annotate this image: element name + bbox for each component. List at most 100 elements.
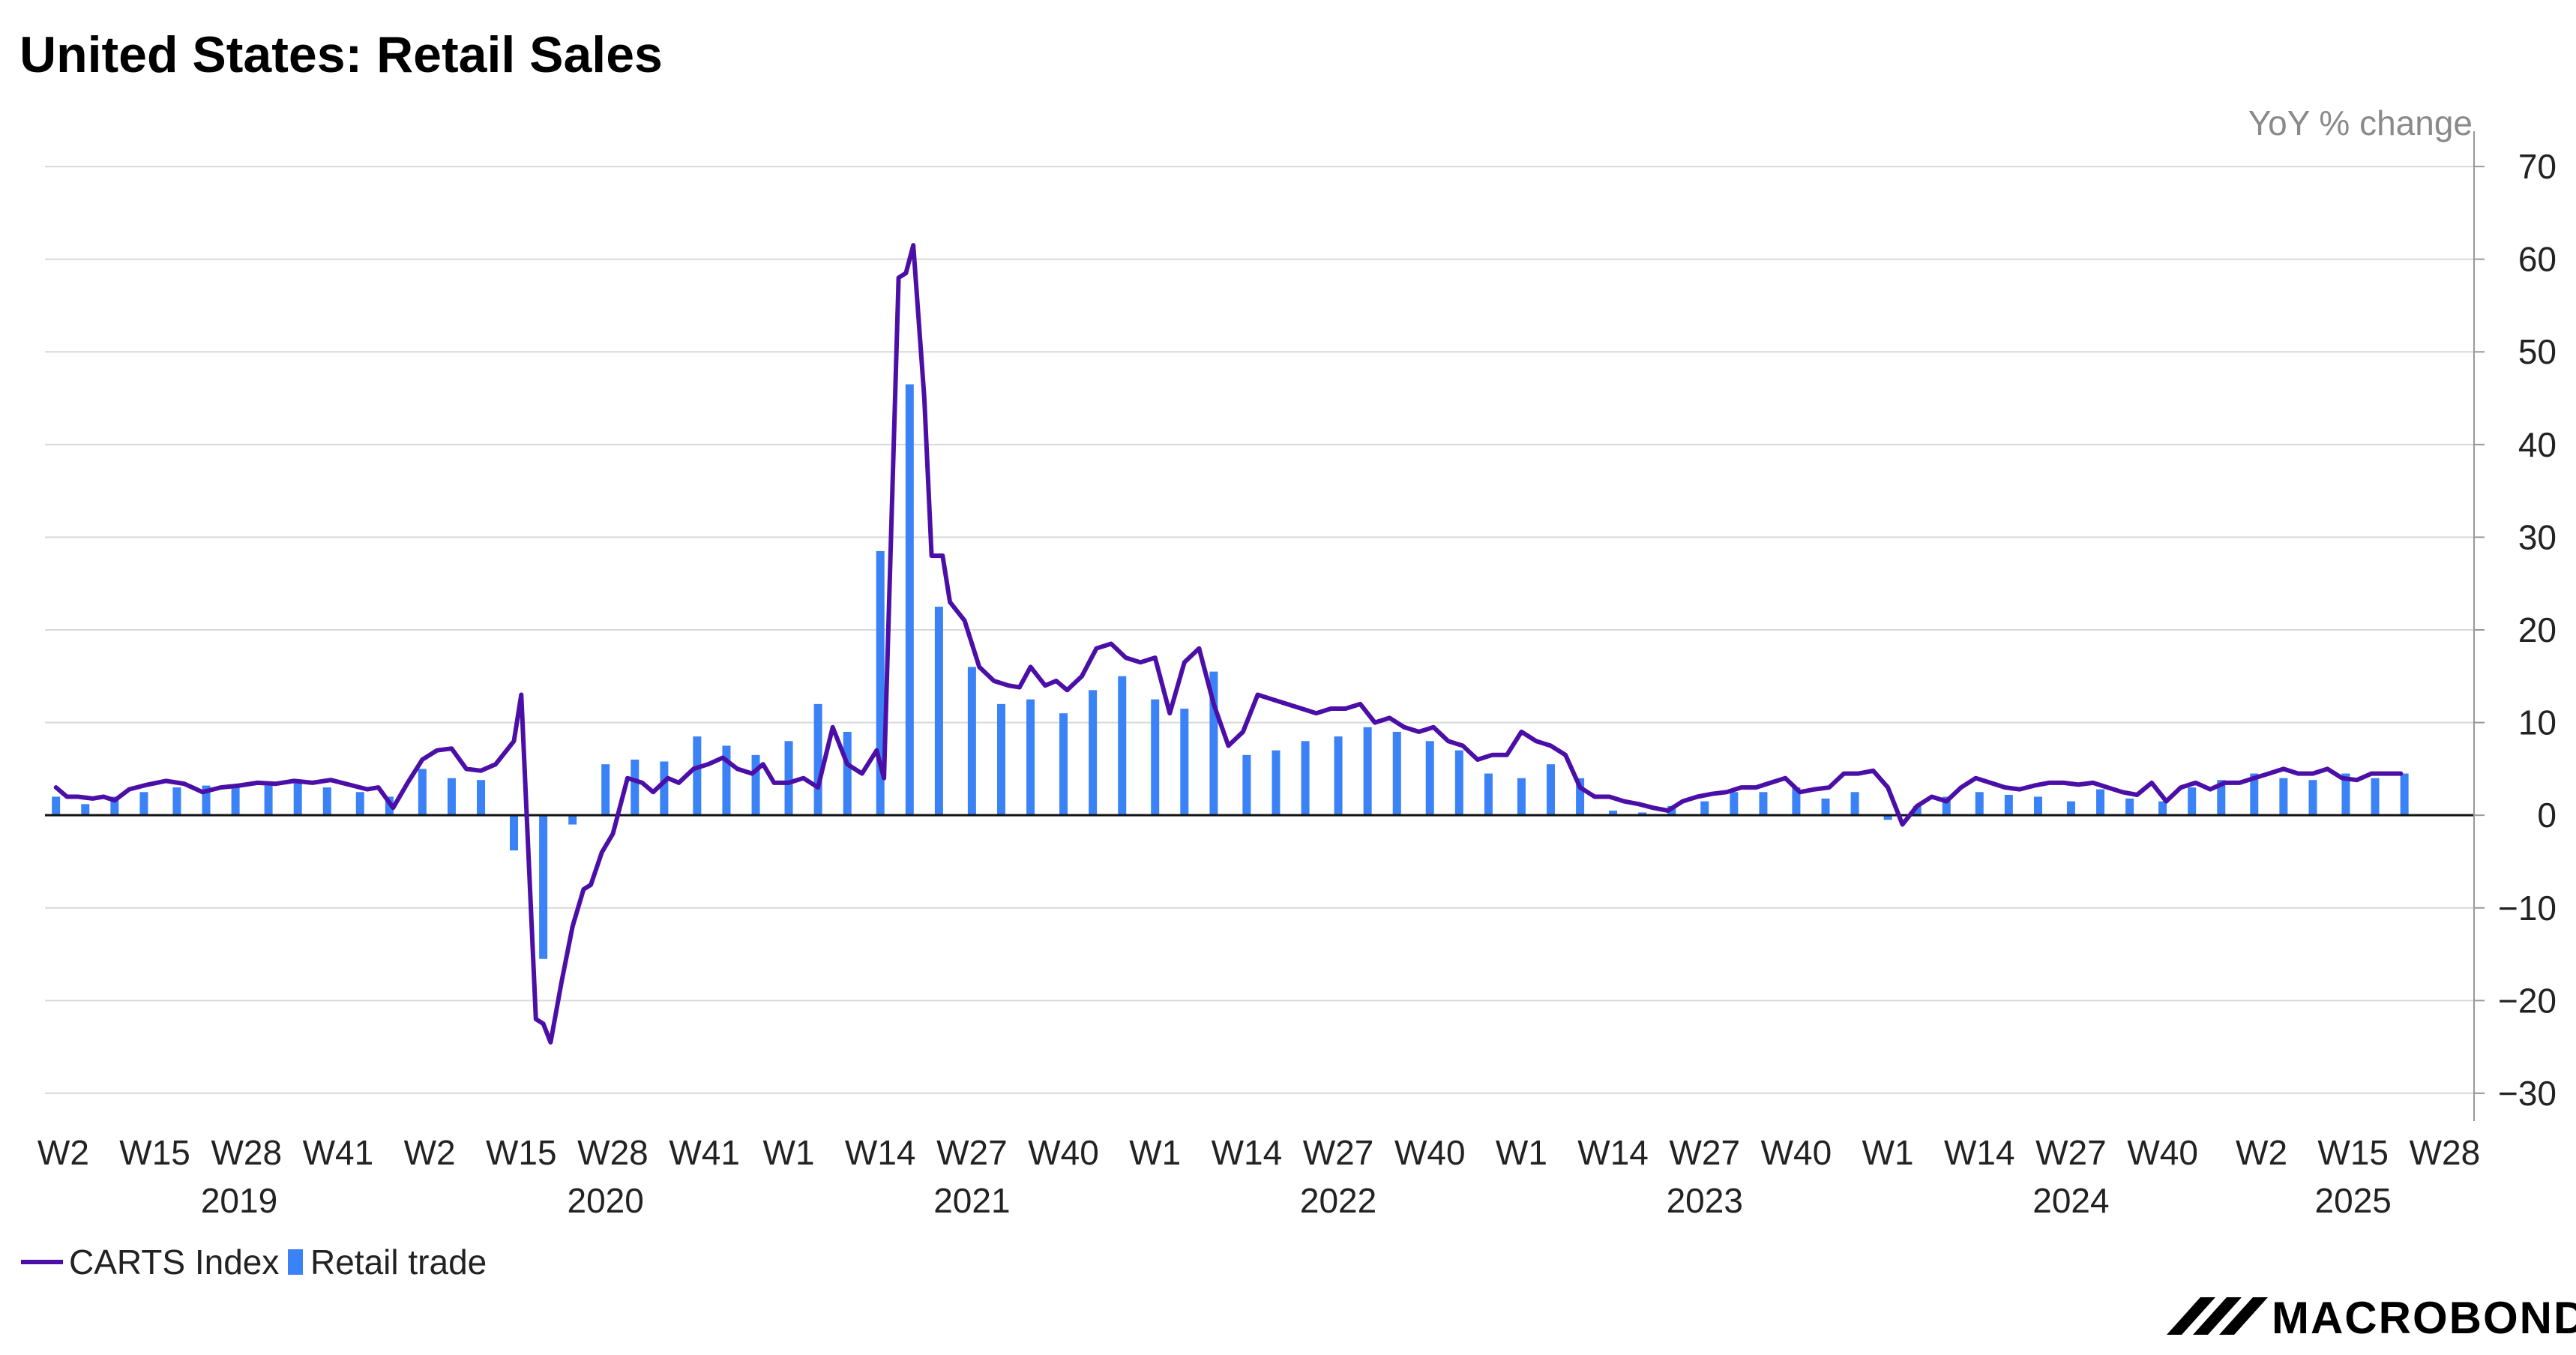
retail-trade-bar bbox=[510, 815, 519, 851]
x-tick-label: W40 bbox=[1394, 1133, 1466, 1172]
retail-trade-bar bbox=[1576, 778, 1585, 816]
retail-trade-bar bbox=[843, 731, 852, 816]
retail-trade-bar bbox=[1883, 815, 1892, 820]
retail-trade-bar bbox=[293, 782, 302, 816]
retail-trade-bar bbox=[2217, 780, 2226, 816]
retail-trade-bar bbox=[1730, 792, 1739, 816]
retail-trade-bar bbox=[631, 760, 640, 816]
retail-trade-bar bbox=[1913, 805, 1922, 816]
y-tick-label: 0 bbox=[2537, 796, 2557, 835]
retail-trade-bar bbox=[1975, 792, 1984, 816]
legend-label-carts: CARTS Index bbox=[69, 1243, 279, 1282]
x-tick-label: W14 bbox=[845, 1133, 916, 1172]
retail-trade-bar bbox=[355, 792, 364, 816]
x-tick-label: W27 bbox=[1669, 1133, 1740, 1172]
retail-trade-bar bbox=[1242, 754, 1251, 816]
x-tick-label: W40 bbox=[1028, 1133, 1099, 1172]
retail-trade-bar bbox=[2033, 796, 2042, 816]
logo-mark-icon bbox=[2167, 1297, 2268, 1335]
retail-trade-bar bbox=[2158, 801, 2167, 816]
retail-trade-bar bbox=[2308, 780, 2317, 816]
retail-trade-bar bbox=[1026, 699, 1035, 816]
retail-trade-bar bbox=[660, 761, 669, 816]
x-tick-label: W14 bbox=[1944, 1133, 2015, 1172]
retail-trade-bar bbox=[1700, 801, 1709, 816]
x-axis-ticks: W2 W15 W28 W41 W2 W15 W28 W41 W1 W14 W27 W40 W1 W14 W2… bbox=[37, 1133, 2480, 1172]
retail-trade-bar bbox=[2066, 801, 2075, 816]
retail-trade-bar bbox=[2279, 778, 2288, 816]
y-tick-label: 60 bbox=[2518, 240, 2557, 279]
x-tick-label: W2 bbox=[37, 1133, 89, 1172]
retail-trade-bar bbox=[601, 764, 610, 816]
retail-trade-bar bbox=[2371, 778, 2380, 816]
x-tick-label: W27 bbox=[1303, 1133, 1374, 1172]
retail-trade-bar bbox=[81, 804, 90, 816]
retail-trade-bar bbox=[1547, 764, 1556, 816]
y-tick-label: −10 bbox=[2498, 889, 2557, 928]
retail-trade-bar bbox=[447, 778, 456, 816]
retail-trade-bar bbox=[1089, 690, 1098, 816]
retail-trade-bar bbox=[1609, 810, 1618, 816]
retail-trade-bar bbox=[1638, 812, 1647, 816]
x-tick-label: W1 bbox=[763, 1133, 815, 1172]
retail-trade-bar bbox=[52, 796, 61, 816]
x-tick-label: W28 bbox=[211, 1133, 282, 1172]
x-year-label: 2022 bbox=[1300, 1181, 1376, 1220]
y-axis-ticks: 70 60 50 40 30 20 10 0 −10 −20 −30 bbox=[2473, 131, 2557, 1121]
y-tick-label: 30 bbox=[2518, 517, 2557, 556]
x-tick-label: W15 bbox=[486, 1133, 557, 1172]
retail-trade-bar bbox=[751, 754, 760, 816]
retail-trade-bar bbox=[2096, 789, 2105, 816]
retail-trade-bar bbox=[231, 787, 240, 816]
x-tick-label: W14 bbox=[1212, 1133, 1283, 1172]
retail-trade-bar bbox=[1850, 792, 1859, 816]
y-tick-label: 70 bbox=[2518, 147, 2557, 186]
x-tick-label: W28 bbox=[2410, 1133, 2481, 1172]
retail-trade-bar bbox=[967, 667, 976, 816]
y-tick-label: 40 bbox=[2518, 425, 2557, 464]
retail-trade-bar bbox=[568, 815, 577, 825]
retail-trade-bar bbox=[539, 815, 548, 959]
retail-trade-bar bbox=[1209, 671, 1218, 816]
retail-trade-bar bbox=[2400, 773, 2409, 816]
retail-trade-bars bbox=[52, 384, 2409, 959]
logo-text: MACROBOND bbox=[2272, 1293, 2576, 1343]
x-year-label: 2023 bbox=[1667, 1181, 1743, 1220]
retail-trade-bar bbox=[322, 787, 331, 816]
retail-trade-bar bbox=[1517, 778, 1526, 816]
retail-trade-bar bbox=[722, 745, 731, 816]
retail-trade-bar bbox=[2341, 773, 2350, 816]
x-tick-label: W15 bbox=[119, 1133, 190, 1172]
retail-trade-bar bbox=[934, 607, 943, 816]
retail-trade-bar bbox=[139, 792, 148, 816]
x-tick-label: W40 bbox=[2127, 1133, 2198, 1172]
y-tick-label: 50 bbox=[2518, 332, 2557, 371]
x-year-label: 2025 bbox=[2315, 1181, 2392, 1220]
retail-trade-bar bbox=[1334, 736, 1343, 816]
gridlines bbox=[45, 166, 2474, 1094]
legend-label-retail: Retail trade bbox=[310, 1243, 487, 1282]
legend: CARTS Index Retail trade bbox=[21, 1243, 487, 1282]
x-axis-years: 2019 2020 2021 2022 2023 2024 2025 bbox=[201, 1181, 2392, 1220]
retail-trade-bar bbox=[693, 736, 702, 816]
x-tick-label: W1 bbox=[1496, 1133, 1547, 1172]
retail-trade-bar bbox=[264, 785, 273, 816]
retail-trade-bar bbox=[1392, 731, 1401, 816]
y-tick-label: −30 bbox=[2498, 1074, 2557, 1113]
macrobond-logo: MACROBOND bbox=[2167, 1293, 2576, 1343]
retail-trade-bar bbox=[2188, 787, 2197, 816]
carts-index-line bbox=[53, 243, 2404, 1045]
retail-trade-bar bbox=[1118, 676, 1127, 816]
x-tick-label: W15 bbox=[2317, 1133, 2389, 1172]
retail-trade-bar bbox=[784, 741, 793, 816]
unit-label: YoY % change bbox=[2248, 103, 2473, 142]
x-tick-label: W1 bbox=[1862, 1133, 1914, 1172]
retail-trade-bar bbox=[1180, 709, 1189, 816]
x-year-label: 2021 bbox=[933, 1181, 1010, 1220]
carts-index-line-group bbox=[53, 243, 2404, 1045]
retail-trade-bar bbox=[202, 785, 211, 816]
y-tick-label: 10 bbox=[2518, 703, 2557, 742]
retail-trade-bar bbox=[1151, 699, 1160, 816]
